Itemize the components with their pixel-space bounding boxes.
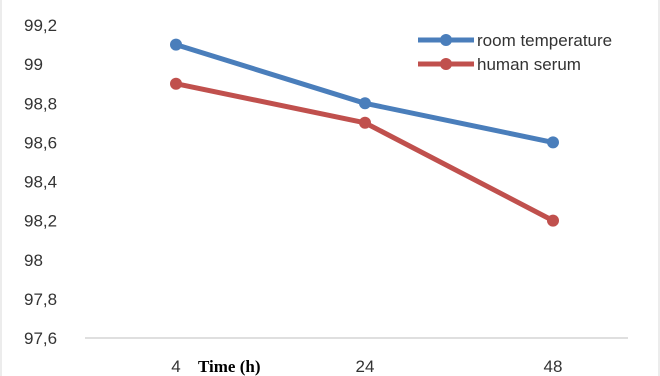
legend-marker xyxy=(440,58,452,70)
y-tick-label: 98,6 xyxy=(24,133,57,152)
y-tick-label: 97,6 xyxy=(24,329,57,348)
y-tick-label: 98 xyxy=(24,251,43,270)
data-point xyxy=(547,136,559,149)
data-point xyxy=(170,38,182,51)
y-axis-ticks: 97,6 97,8 98 98,2 98,4 98,6 98,8 99 99,2 xyxy=(24,16,57,348)
legend-label: human serum xyxy=(477,55,581,74)
data-point xyxy=(359,97,371,110)
y-tick-label: 99 xyxy=(24,55,43,74)
x-tick-label: 48 xyxy=(544,357,563,376)
y-tick-label: 98,8 xyxy=(24,94,57,113)
data-point xyxy=(547,214,559,227)
data-point xyxy=(170,77,182,90)
legend-label: room temperature xyxy=(477,31,612,50)
legend: room temperature human serum xyxy=(418,31,612,74)
series-2 xyxy=(170,77,559,227)
data-point xyxy=(359,116,371,129)
series-1 xyxy=(170,38,559,149)
y-tick-label: 98,2 xyxy=(24,212,57,231)
legend-item: human serum xyxy=(418,55,581,74)
x-tick-label: 4 xyxy=(171,357,180,376)
y-tick-label: 99,2 xyxy=(24,16,57,35)
x-axis-ticks: 4 24 48 xyxy=(171,357,562,376)
x-tick-label: 24 xyxy=(356,357,375,376)
series-layer xyxy=(170,38,559,227)
y-tick-label: 97,8 xyxy=(24,290,57,309)
legend-item: room temperature xyxy=(418,31,612,50)
y-tick-label: 98,4 xyxy=(24,173,57,192)
legend-marker xyxy=(440,34,452,46)
x-axis-title: Time (h) xyxy=(198,357,261,376)
